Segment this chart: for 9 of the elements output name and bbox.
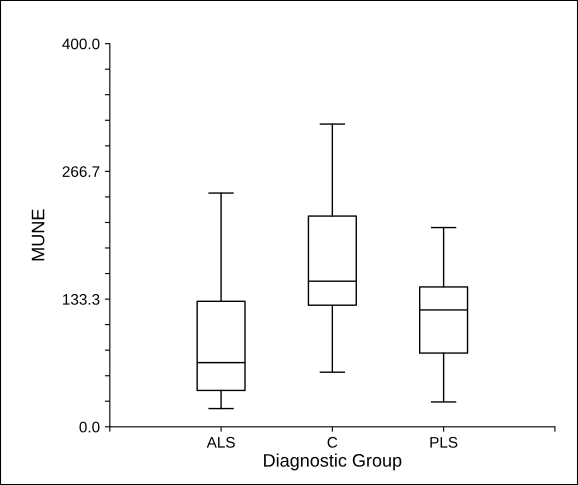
x-tick-label: ALS [206, 436, 235, 448]
y-tick-label: 0.0 [79, 422, 100, 432]
x-tick-label: C [328, 436, 338, 448]
x-tick-label: PLS [430, 436, 458, 448]
y-axis-title: MUNE [32, 209, 44, 260]
x-axis-title: Diagnostic Group [264, 454, 402, 470]
y-tick-label: 133.3 [63, 294, 100, 305]
y-tick-label: 266.7 [62, 166, 100, 178]
y-tick-label: 400.0 [62, 38, 100, 50]
